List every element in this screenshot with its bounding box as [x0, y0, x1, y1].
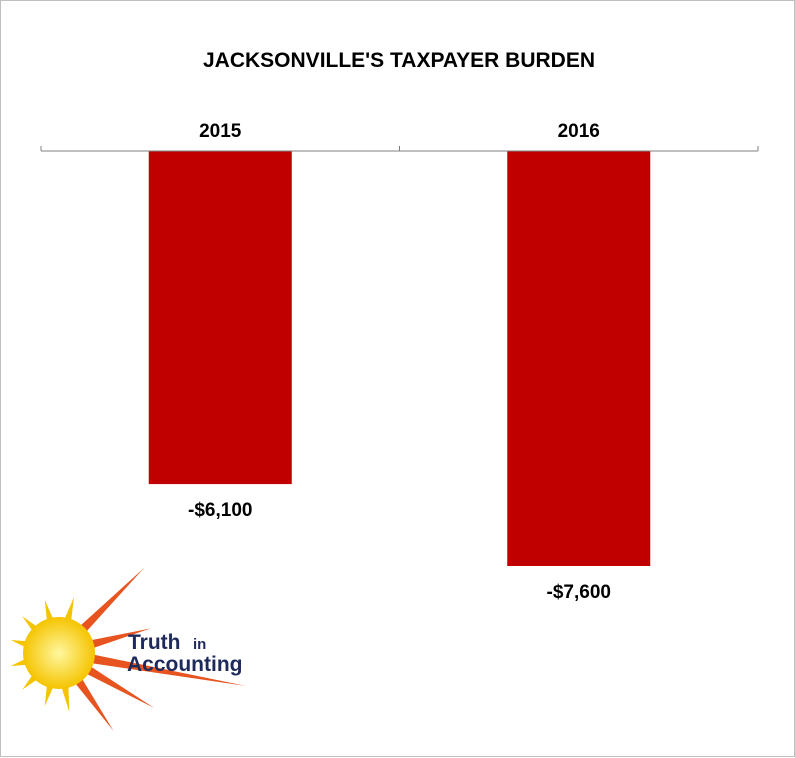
labels-layer: 2015 -$6,100 2016 -$7,600	[188, 121, 611, 603]
chart-title: JACKSONVILLE'S TAXPAYER BURDEN	[203, 49, 595, 72]
value-label-2015: -$6,100	[188, 500, 252, 521]
logo-word-in: in	[193, 636, 206, 653]
category-label-2015: 2015	[199, 121, 242, 142]
sun-icon	[23, 617, 95, 689]
logo-word-truth: Truth	[128, 631, 181, 654]
sun-ray	[78, 661, 155, 708]
logo-word-accounting: Accounting	[127, 653, 243, 676]
bar-2016	[507, 151, 651, 566]
sun-ray	[82, 628, 151, 651]
bars-layer	[148, 151, 651, 566]
value-label-2016: -$7,600	[547, 582, 611, 603]
category-axis	[40, 146, 759, 152]
truth-in-accounting-logo: Truth in Accounting	[10, 568, 247, 731]
sun-ray	[73, 568, 144, 639]
category-label-2016: 2016	[558, 121, 600, 142]
sun-ray	[83, 652, 247, 686]
bar-2015	[148, 151, 292, 485]
sun-ray	[69, 671, 114, 731]
